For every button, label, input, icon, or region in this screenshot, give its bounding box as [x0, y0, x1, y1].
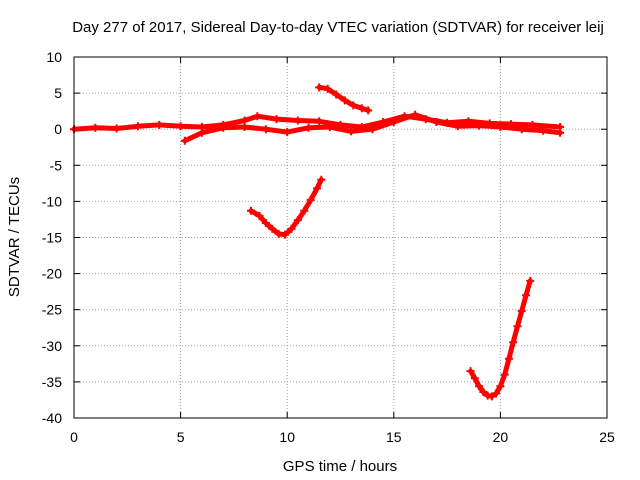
series-2 [315, 83, 373, 115]
x-tick-label: 0 [70, 429, 78, 445]
y-tick-label: 5 [54, 85, 62, 101]
y-tick-label: -40 [42, 410, 62, 426]
data-point [509, 338, 518, 347]
data-point [466, 367, 475, 376]
x-axis-label: GPS time / hours [283, 458, 397, 475]
data-point [475, 382, 484, 391]
data-point [281, 230, 290, 239]
data-point [255, 211, 264, 220]
data-point [556, 128, 565, 137]
data-point [287, 224, 296, 233]
series-3 [246, 175, 326, 239]
data-point [180, 136, 189, 145]
y-tick-label: 10 [46, 49, 62, 65]
y-tick-label: -5 [50, 157, 63, 173]
data-point [539, 126, 548, 135]
y-tick-label: 0 [54, 121, 62, 137]
data-point [197, 128, 206, 137]
data-point [432, 117, 441, 126]
chart-title: Day 277 of 2017, Sidereal Day-to-day VTE… [72, 19, 604, 36]
y-tick-label: -30 [42, 338, 62, 354]
data-point [261, 125, 270, 134]
data-point [272, 115, 281, 124]
data-point [521, 291, 530, 300]
x-tick-label: 5 [177, 429, 185, 445]
data-point [323, 84, 332, 93]
plot-frame [73, 56, 608, 419]
data-point [283, 128, 292, 137]
data-point [368, 125, 377, 134]
grid [74, 57, 607, 418]
data-point [91, 123, 100, 132]
data-point [500, 370, 509, 379]
data-point [470, 374, 479, 383]
series-1 [180, 110, 565, 145]
data-point [240, 123, 249, 132]
y-tick-label: -35 [42, 374, 62, 390]
data-point [453, 122, 462, 131]
data-point [347, 127, 356, 136]
data-point [315, 83, 324, 92]
data-point [517, 307, 526, 316]
data-point [304, 123, 313, 132]
data-point [332, 90, 341, 99]
data-point [526, 276, 535, 285]
data-point [357, 104, 366, 113]
data-point [349, 101, 358, 110]
data-point [219, 123, 228, 132]
data-point [479, 388, 488, 397]
data-point [306, 195, 315, 204]
data-point [340, 96, 349, 105]
y-tick-label: -20 [42, 266, 62, 282]
data-point [246, 206, 255, 215]
data-point [389, 117, 398, 126]
data-point [364, 106, 373, 115]
data-point [496, 382, 505, 391]
data-points [70, 83, 565, 401]
x-tick-label: 10 [279, 429, 295, 445]
data-point [411, 110, 420, 119]
data-point [517, 125, 526, 134]
data-point [313, 184, 322, 193]
x-tick-label: 20 [493, 429, 509, 445]
y-tick-label: -10 [42, 193, 62, 209]
data-point [268, 224, 277, 233]
data-point [496, 123, 505, 132]
data-point [293, 116, 302, 125]
series-0 [70, 112, 565, 134]
y-tick-label: -25 [42, 302, 62, 318]
data-point [293, 216, 302, 225]
data-point [155, 120, 164, 129]
series-trace [248, 177, 324, 238]
ticks: 0 5 10 15 20 25 10 5 0 -5 -10 -15 -20 -25 -30 -35 -40 [42, 49, 615, 445]
data-point [475, 121, 484, 130]
data-point [504, 354, 513, 363]
data-point [253, 112, 262, 121]
data-point [112, 124, 121, 133]
data-point [300, 206, 309, 215]
y-axis-label: SDTVAR / TECUs [6, 177, 23, 297]
data-point [325, 123, 334, 132]
x-tick-label: 15 [386, 429, 402, 445]
series-4 [466, 276, 535, 401]
data-point [492, 389, 501, 398]
data-point [133, 122, 142, 131]
data-point [513, 322, 522, 331]
data-point [317, 175, 326, 184]
y-tick-label: -15 [42, 230, 62, 246]
data-point [176, 122, 185, 131]
data-point [487, 392, 496, 401]
data-point [261, 219, 270, 228]
x-tick-label: 25 [599, 429, 615, 445]
data-point [315, 117, 324, 126]
